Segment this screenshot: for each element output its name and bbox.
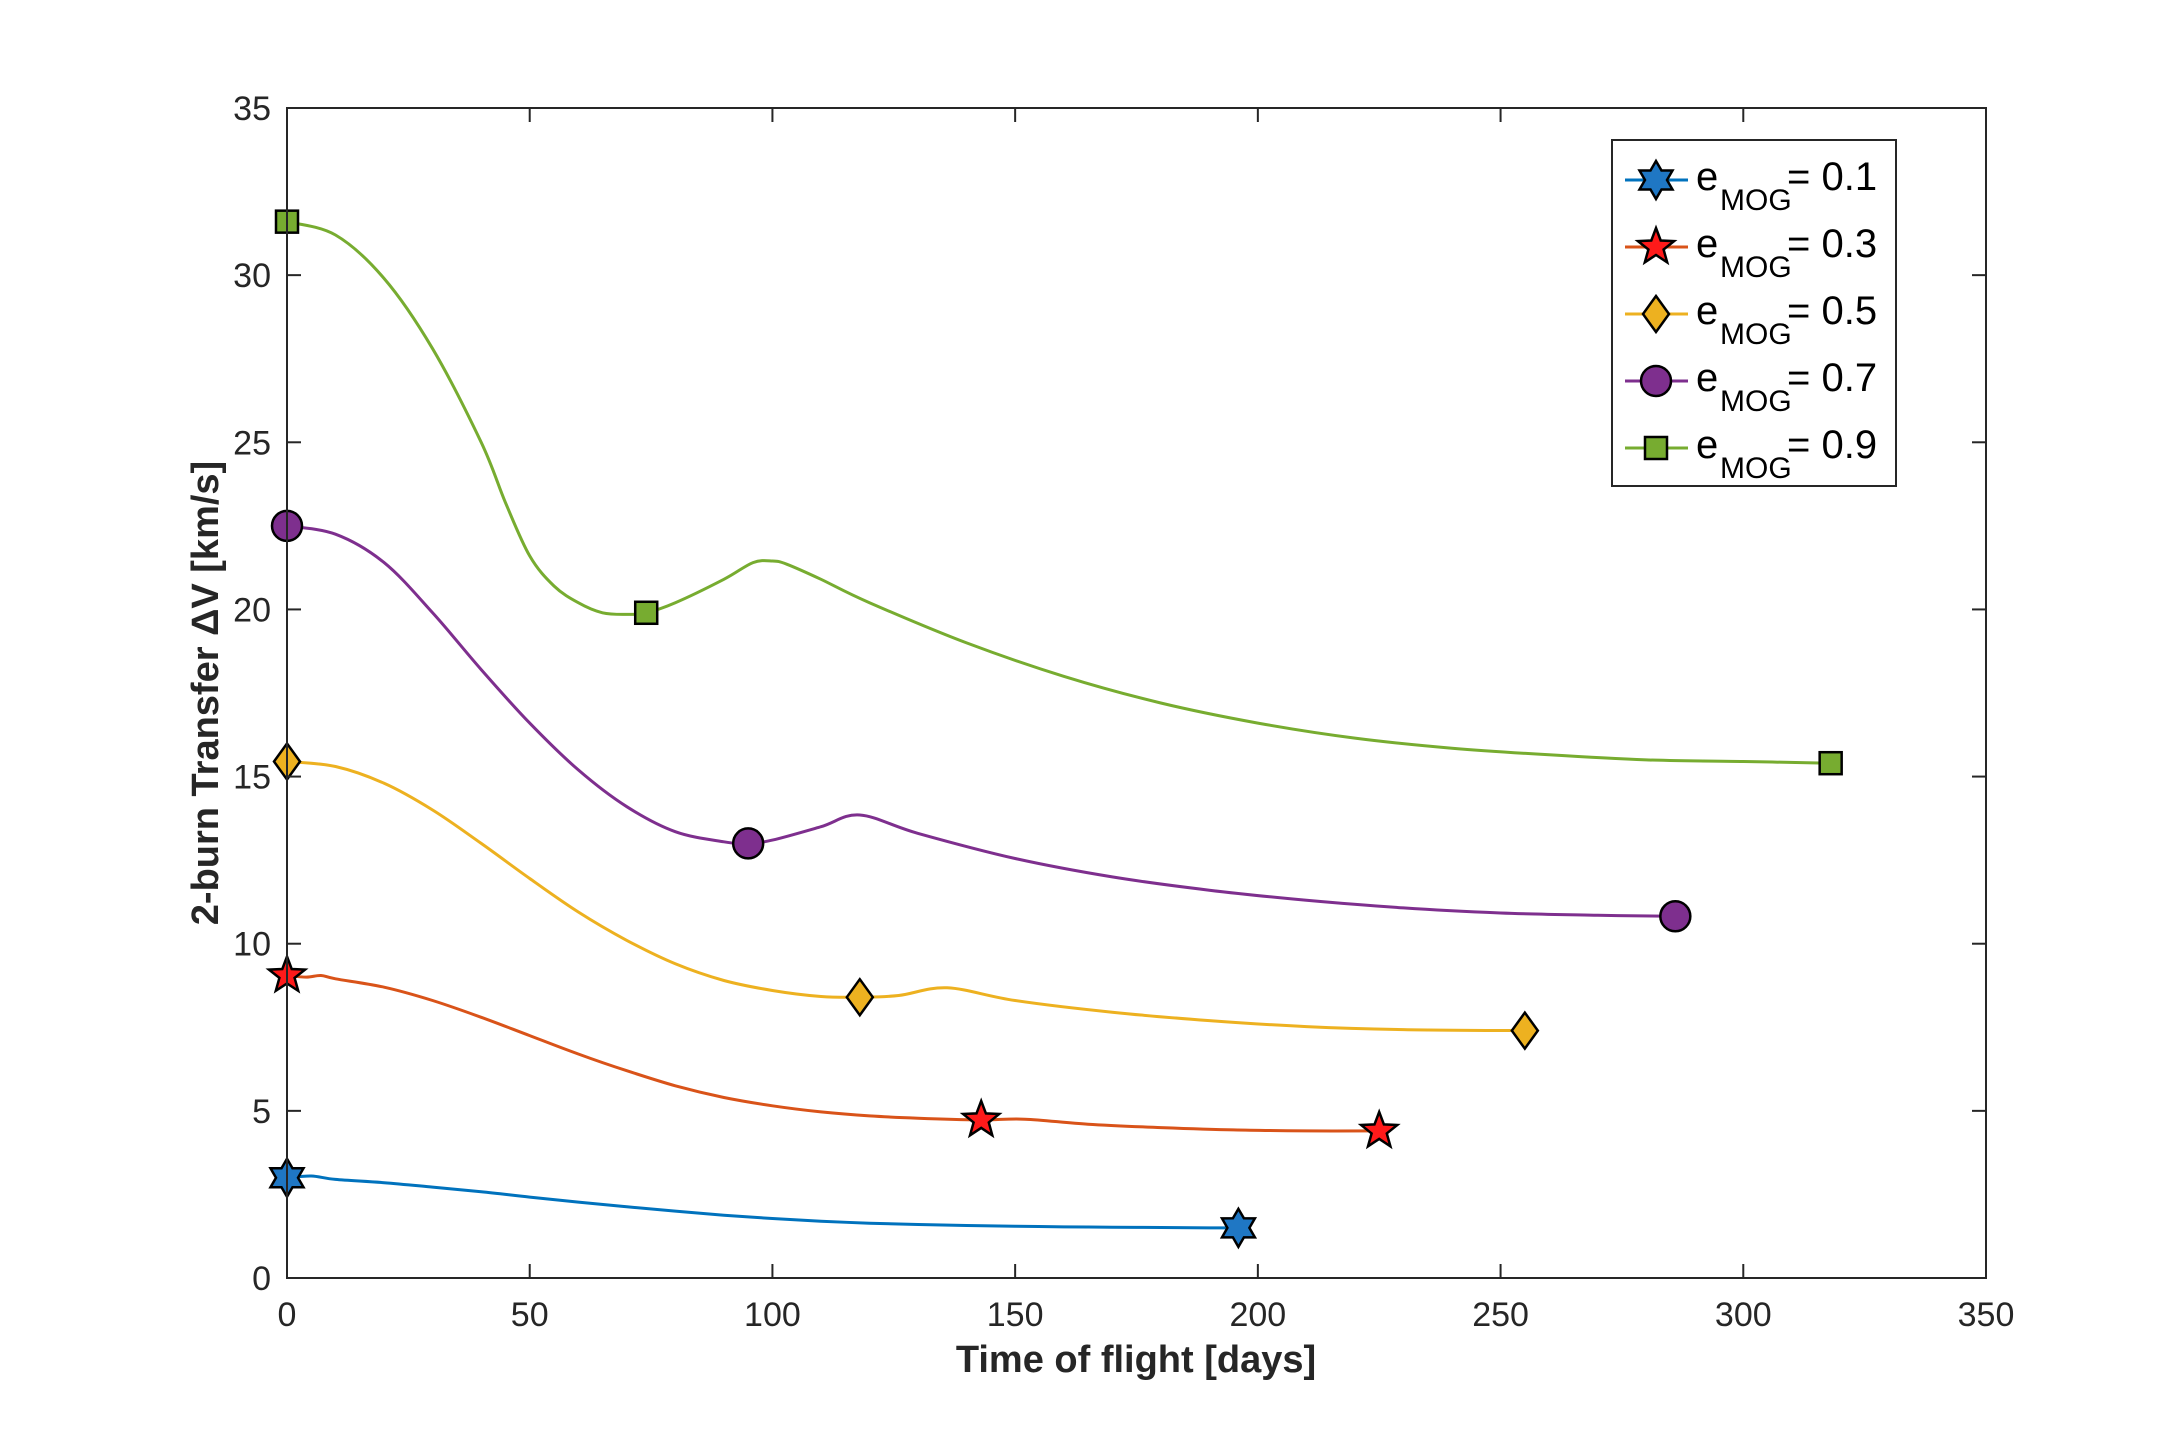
legend-label-value-0: = 0.1 [1787, 155, 1877, 199]
legend-label-sub-4: MOG [1720, 452, 1792, 485]
series-0-marker [1219, 1206, 1258, 1250]
x-axis-ticks: 0 50 100 150 200 250 300 350 [278, 108, 2015, 1334]
series-2-marker [845, 977, 875, 1018]
x-tick-label: 50 [511, 1296, 549, 1334]
series-line-2 [286, 760, 1525, 1033]
legend-label-base-4: e [1696, 423, 1718, 467]
legend-label-value-4: = 0.9 [1787, 423, 1877, 467]
legend-label-sub-3: MOG [1720, 385, 1792, 418]
y-tick-label: 20 [233, 591, 271, 629]
legend-label-sub-1: MOG [1720, 251, 1792, 284]
plot-frame [286, 107, 1987, 1279]
series-2-marker [1510, 1010, 1540, 1051]
y-tick-label: 15 [233, 759, 271, 797]
legend-label-base-1: e [1696, 222, 1718, 266]
legend-label-value-1: = 0.3 [1787, 222, 1877, 266]
x-axis-title: Time of flight [days] [956, 1339, 1316, 1381]
series-line-4 [286, 220, 1831, 765]
legend-label-value-2: = 0.5 [1787, 289, 1877, 333]
y-tick-label: 0 [252, 1260, 271, 1298]
legend-marker-4 [1643, 435, 1669, 461]
x-tick-label: 100 [744, 1296, 801, 1334]
legend-label-base-3: e [1696, 356, 1718, 400]
x-tick-label: 200 [1229, 1296, 1286, 1334]
legend-label-sub-0: MOG [1720, 184, 1792, 217]
series-4-marker [1818, 750, 1843, 776]
legend-label-base-0: e [1696, 155, 1718, 199]
series-4-marker [633, 600, 659, 626]
series-1-marker [1357, 1108, 1401, 1150]
legend-marker-0 [1637, 158, 1675, 202]
legend-label-base-2: e [1696, 289, 1718, 333]
series-lines [286, 220, 1831, 1230]
y-tick-label: 30 [233, 257, 271, 295]
legend-marker-3 [1639, 364, 1673, 398]
x-tick-label: 150 [987, 1296, 1044, 1334]
legend-marker-2 [1641, 293, 1671, 335]
series-1-marker [959, 1097, 1003, 1139]
x-tick-label: 250 [1472, 1296, 1529, 1334]
x-tick-label: 300 [1715, 1296, 1772, 1334]
legend-marker-1 [1634, 224, 1678, 266]
y-tick-label: 5 [252, 1093, 271, 1131]
series-line-3 [286, 524, 1676, 918]
series-line-0 [286, 1174, 1239, 1230]
legend-label-value-3: = 0.7 [1787, 356, 1877, 400]
series-3-marker [1659, 900, 1692, 933]
y-tick-label: 35 [233, 90, 271, 128]
series-3-marker [731, 827, 765, 860]
series-line-1 [286, 973, 1380, 1133]
y-axis-ticks: 0 5 10 15 20 25 30 35 [233, 90, 1986, 1298]
y-tick-label: 25 [233, 424, 271, 462]
legend-label-sub-2: MOG [1720, 318, 1792, 351]
x-tick-label: 0 [278, 1296, 297, 1334]
x-tick-label: 350 [1958, 1296, 2015, 1334]
y-axis-title: 2-burn Transfer ΔV [km/s] [185, 461, 227, 925]
y-tick-label: 10 [233, 926, 271, 964]
